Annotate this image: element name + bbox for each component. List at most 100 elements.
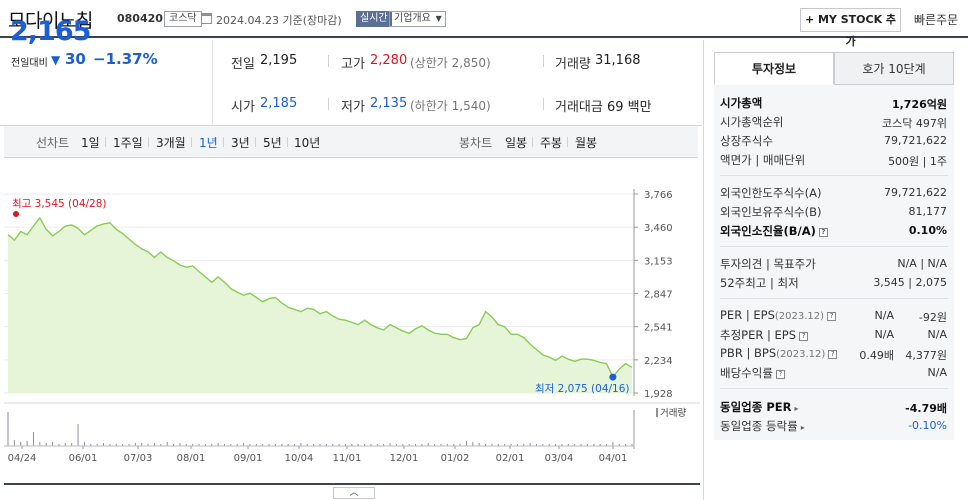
volume-bar: [402, 444, 404, 446]
stock-name: 모다이노칩: [8, 10, 93, 32]
opinion-label: 투자의견 | 목표주가: [720, 257, 816, 271]
chevron-down-icon: ▼: [435, 14, 442, 23]
volume-legend-label: 거래량: [660, 407, 686, 419]
volume-bar: [52, 442, 54, 446]
industry-per-label[interactable]: 동일업종 PER ▸: [720, 399, 798, 415]
volume-bar: [625, 444, 627, 446]
volume-bar: [434, 444, 436, 446]
volume-bar: [415, 444, 417, 446]
x-tick-label: 03/04: [545, 453, 574, 464]
volume-bar: [516, 444, 518, 446]
volume-bar: [351, 444, 353, 446]
volume-bar: [192, 444, 194, 446]
tab-orderbook-10[interactable]: 호가 10단계: [834, 52, 954, 85]
help-icon[interactable]: ?: [775, 370, 785, 379]
foreign-exhaust-text: 외국인소진율(B/A): [720, 224, 816, 238]
dividend-yield-text: 배당수익률: [720, 366, 773, 380]
period-1y[interactable]: 1년: [199, 136, 218, 150]
industry-per-text: 동일업종 PER: [720, 400, 792, 414]
volume-bar: [395, 444, 397, 446]
realtime-button[interactable]: 실시간: [356, 11, 392, 27]
volume-bar: [491, 444, 493, 446]
candle-weekly[interactable]: 주봉: [540, 136, 563, 150]
volume-bar: [344, 444, 346, 446]
volume-bar: [211, 444, 213, 446]
help-icon[interactable]: ?: [828, 350, 838, 359]
quick-order-link[interactable]: 빠른주문: [914, 13, 959, 27]
volume-bar: [90, 444, 92, 446]
volume-bar: [325, 444, 327, 446]
industry-change-label[interactable]: 동일업종 등락률 ▸: [720, 418, 805, 434]
price-chart[interactable]: 3,766 3,460 3,153 2,847 2,541 2,234 1,928 최고 3,…: [4, 160, 700, 490]
period-1w[interactable]: 1주일: [113, 136, 143, 150]
est-per-eps-label: 추정PER | EPS?: [720, 327, 809, 343]
candle-monthly[interactable]: 월봉: [575, 136, 598, 150]
week52-value: 3,545 | 2,075: [873, 276, 947, 289]
volume-bar: [427, 443, 429, 446]
high-value: 2,280: [370, 53, 408, 68]
volume-bar: [300, 443, 302, 446]
volume-bar: [478, 443, 480, 446]
volume-bar: [631, 444, 633, 446]
volume-bar: [77, 424, 79, 446]
x-tick-label: 12/01: [390, 453, 419, 464]
volume-bar: [542, 444, 544, 446]
foreign-holding-value: 81,177: [908, 205, 948, 218]
collapse-chart-button[interactable]: ︿: [333, 487, 375, 499]
x-tick-label: 06/01: [69, 453, 98, 464]
period-separator: [223, 137, 224, 147]
volume-bar: [153, 443, 155, 446]
volume-bar: [255, 444, 257, 446]
section-divider: [720, 388, 948, 389]
side-tabs: 투자정보 호가 10단계: [714, 52, 954, 85]
foreign-exhaust-label: 외국인소진율(B/A)?: [720, 223, 828, 239]
volume-bar: [223, 444, 225, 446]
volume-bar: [606, 444, 608, 446]
high-label: 고가: [341, 57, 365, 72]
market-cap-value: 1,726억원: [891, 98, 947, 111]
add-mystock-button[interactable]: + MY STOCK 추가: [800, 8, 901, 48]
side-divider: [703, 40, 704, 500]
help-icon[interactable]: ?: [827, 312, 837, 321]
x-tick-label: 07/03: [124, 453, 153, 464]
pbr-bps-label: PBR | BPS(2023.12)?: [720, 346, 838, 360]
low-label: 저가: [341, 100, 365, 115]
x-tick-label: 04/01: [599, 453, 628, 464]
dividend-yield-value: N/A: [927, 366, 947, 379]
est-eps-value: N/A: [927, 328, 947, 341]
volume-bar: [96, 444, 98, 446]
y-tick-label: 3,460: [644, 223, 673, 234]
volume-bar: [281, 444, 283, 446]
volume-bar: [141, 443, 143, 446]
period-3m[interactable]: 3개월: [156, 136, 186, 150]
tab-investment-info[interactable]: 투자정보: [714, 52, 834, 85]
period-1d[interactable]: 1일: [81, 136, 100, 150]
help-icon[interactable]: ?: [799, 332, 809, 341]
volume-bar: [249, 444, 251, 446]
period-5y[interactable]: 5년: [263, 136, 282, 150]
volume-bar: [26, 441, 28, 446]
volume-bar: [173, 444, 175, 446]
volume-bar: [465, 441, 467, 446]
x-tick-label: 01/02: [441, 453, 470, 464]
volume-bar: [586, 444, 588, 446]
volume-legend-swatch: [656, 408, 658, 417]
price-line: [7, 216, 633, 379]
volume-bar: [376, 444, 378, 446]
company-overview-dropdown[interactable]: 기업개요 ▼: [389, 11, 446, 27]
par-value-label: 액면가 | 매매단위: [720, 153, 806, 167]
section-divider: [720, 175, 948, 176]
par-value-value: 500원 | 1주: [888, 155, 947, 168]
line-chart-label: 선차트: [36, 136, 70, 150]
volume-bar: [453, 444, 455, 446]
volume-bar: [45, 443, 47, 446]
candle-daily[interactable]: 일봉: [505, 136, 528, 150]
period-10y[interactable]: 10년: [294, 136, 321, 150]
price-summary: [0, 40, 702, 126]
volume-bar: [618, 444, 620, 446]
period-3y[interactable]: 3년: [231, 136, 250, 150]
volume-bar: [39, 442, 41, 446]
volume-bar: [319, 444, 321, 446]
low-marker-icon: [609, 373, 617, 381]
help-icon[interactable]: ?: [818, 228, 828, 237]
